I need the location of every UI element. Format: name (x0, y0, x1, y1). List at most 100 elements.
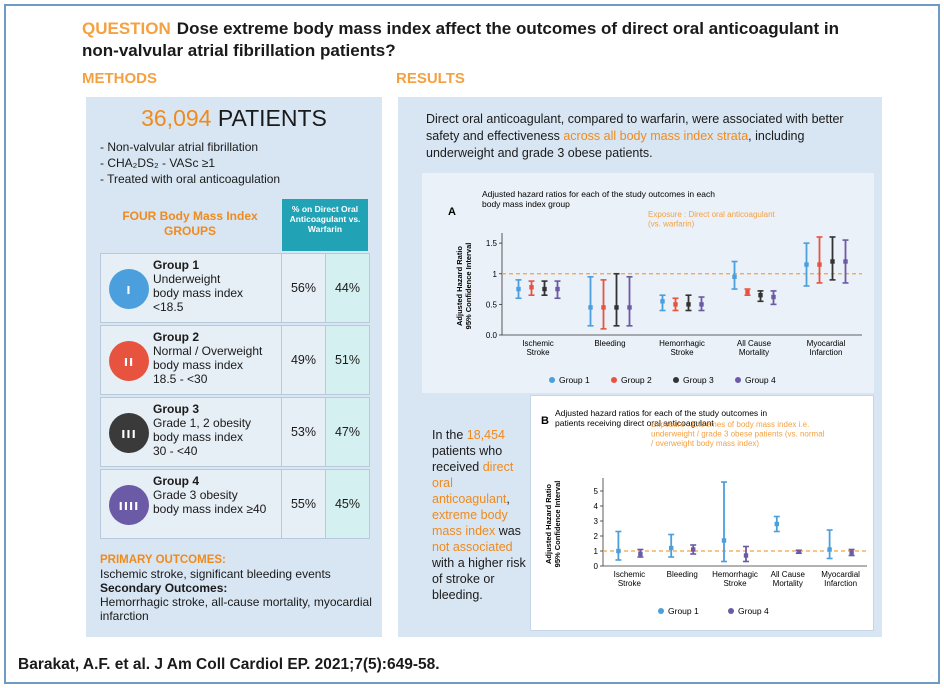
legend-label: Group 1 (668, 606, 699, 616)
y-axis-label: 95% Confidence Interval (464, 243, 473, 330)
hazard-ratio-point (516, 286, 521, 292)
pct-warfarin: 45% (325, 470, 369, 538)
x-category-label: Bleeding (594, 339, 625, 348)
group-detail-line: Grade 1, 2 obesity (153, 416, 252, 430)
chart-title: body mass index group (482, 199, 570, 209)
hazard-ratio-point (827, 547, 832, 552)
person-icon: ıııı (109, 485, 149, 525)
outcomes-block: PRIMARY OUTCOMES: Ischemic stroke, signi… (100, 553, 380, 623)
highlight-text: extreme body mass index (432, 508, 508, 538)
pct-doac: 53% (281, 398, 325, 466)
chart-annotation: (vs. warfarin) (648, 220, 695, 229)
y-axis-label: 95% Confidence Interval (553, 481, 562, 568)
question: QUESTION Dose extreme body mass index aff… (82, 18, 862, 62)
methods-panel: 36,094 PATIENTS - Non-valvular atrial fi… (86, 97, 382, 637)
chart-title: patients receiving direct oral anticoagu… (555, 418, 714, 428)
legend-label: Group 2 (621, 375, 652, 385)
hazard-ratio-point (721, 538, 727, 543)
chart-a-panel: A Adjusted hazard ratios for each of the … (422, 173, 874, 393)
y-tick-label: 1 (594, 547, 599, 556)
group-detail-line: Grade 3 obesity (153, 488, 238, 502)
hazard-ratio-point (732, 274, 737, 280)
legend-label: Group 4 (738, 606, 769, 616)
group-description: Group 3 Grade 1, 2 obesity body mass index… (153, 402, 283, 458)
table-heading: FOUR Body Mass Index GROUPS (122, 209, 258, 238)
pct-warfarin: 51% (325, 326, 369, 394)
x-category-label: Stroke (670, 348, 694, 357)
hazard-ratio-point (849, 550, 854, 555)
results-summary: Direct oral anticoagulant, compared to w… (426, 111, 876, 162)
summary-text-end: , including underweight and grade 3 obes… (426, 129, 805, 160)
highlight-text: not associated (432, 540, 513, 554)
citation: Barakat, A.F. et al. J Am Coll Cardiol E… (18, 656, 440, 673)
hazard-ratio-point (843, 259, 848, 264)
hazard-ratio-point (669, 545, 674, 551)
x-category-label: Ischemic (522, 339, 554, 348)
hazard-ratio-point (542, 286, 547, 292)
criteria-item: - Non-valvular atrial fibrillation (100, 140, 259, 154)
hazard-ratio-point (529, 285, 534, 290)
chart-a: A Adjusted hazard ratios for each of the … (448, 189, 862, 385)
primary-outcomes-heading: PRIMARY OUTCOMES: (100, 554, 226, 566)
hazard-ratio-point (638, 551, 643, 557)
criteria-item: - CHA₂DS₂ - VASc ≥1 (100, 156, 216, 170)
highlight-text: direct oral anticoagulant (432, 460, 514, 506)
group-detail-line: Normal / Overweight (153, 344, 263, 358)
inclusion-criteria: - Non-valvular atrial fibrillation - CHA… (100, 139, 280, 187)
legend-marker (611, 377, 617, 383)
y-tick-label: 5 (594, 487, 599, 496)
legend-marker (735, 377, 741, 383)
summary-highlight: across all body mass index strata (563, 129, 749, 143)
results-extreme-bmi-text: In the 18,454 patients who received dire… (432, 427, 528, 603)
person-icon: ıı (109, 341, 149, 381)
hazard-ratio-point (771, 294, 776, 300)
chart-title: Adjusted hazard ratios for each of the s… (482, 189, 715, 199)
x-category-label: Mortality (739, 348, 769, 357)
text: In the (432, 428, 467, 442)
person-icon: ı (109, 269, 149, 309)
hazard-ratio-point (627, 305, 632, 310)
text: with a higher risk of stroke or bleeding… (432, 556, 526, 602)
x-category-label: All Cause (737, 339, 772, 348)
text: patients who received (432, 444, 503, 474)
y-tick-label: 3 (594, 517, 599, 526)
legend-marker (549, 377, 555, 383)
criteria-item: - Treated with oral anticoagulation (100, 172, 281, 186)
hazard-ratio-point (796, 549, 801, 554)
group-description: Group 2 Normal / Overweight body mass inde… (153, 330, 283, 386)
bmi-group-row: ıııı Group 4 Grade 3 obesity body mass inde… (100, 469, 370, 539)
y-axis-label: Adjusted Hazard Ratio (455, 246, 464, 326)
chart-annotation: / overweight body mass index) (651, 439, 759, 448)
patients-count: 36,094 PATIENTS (86, 105, 382, 132)
y-tick-label: 4 (594, 502, 599, 511)
legend-label: Group 4 (745, 375, 776, 385)
hazard-ratio-point (743, 553, 749, 558)
chart-b-panel: B Adjusted hazard ratios for each of the … (530, 395, 874, 631)
panel-letter: A (448, 206, 456, 218)
pct-doac: 56% (281, 254, 325, 322)
person-icon: ııı (109, 413, 149, 453)
x-category-label: Infarction (810, 348, 843, 357)
x-category-label: Myocardial (821, 570, 860, 579)
question-label: QUESTION (82, 19, 171, 38)
group-detail-line: <18.5 (153, 300, 184, 314)
group-detail-line: 30 - <40 (153, 444, 198, 458)
hazard-ratio-point (830, 259, 835, 264)
text: , (506, 492, 510, 506)
hazard-ratio-point (588, 305, 593, 310)
group-detail-line: body mass index (153, 286, 244, 300)
legend-marker (673, 377, 679, 383)
x-category-label: Infarction (824, 579, 857, 588)
x-category-label: Stroke (723, 579, 747, 588)
hazard-ratio-point (817, 262, 822, 267)
legend-marker (728, 608, 734, 614)
patients-highlight: 18,454 (466, 428, 505, 442)
secondary-outcomes-heading: Secondary Outcomes: (100, 581, 228, 595)
hazard-ratio-point (614, 305, 619, 310)
x-category-label: Myocardial (807, 339, 846, 348)
hazard-ratio-point (601, 305, 606, 310)
x-category-label: Hemorrhagic (659, 339, 705, 348)
pct-doac: 55% (281, 470, 325, 538)
pct-warfarin: 47% (325, 398, 369, 466)
x-category-label: Mortality (773, 579, 803, 588)
